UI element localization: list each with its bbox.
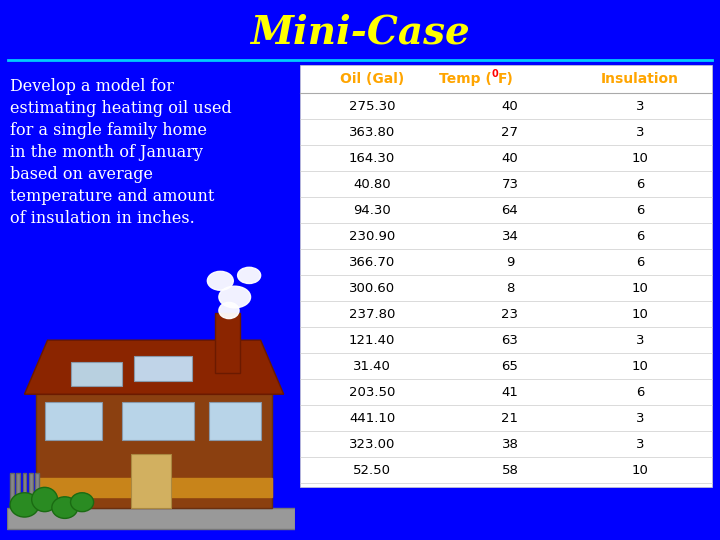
Text: 40.80: 40.80 [354,178,391,191]
Text: 10: 10 [631,281,649,294]
Text: 6: 6 [636,386,644,399]
Text: 441.10: 441.10 [349,411,395,424]
Text: 3: 3 [636,334,644,347]
Text: 203.50: 203.50 [348,386,395,399]
Text: 38: 38 [502,437,518,450]
Text: 10: 10 [631,360,649,373]
Ellipse shape [219,302,239,319]
Polygon shape [7,508,295,529]
Bar [71,362,122,386]
Text: 40: 40 [502,152,518,165]
Text: 10: 10 [631,152,649,165]
Text: 237.80: 237.80 [348,307,395,321]
Bar [122,402,194,440]
Bar [35,472,39,508]
Bar [10,472,14,508]
Text: 6: 6 [636,178,644,191]
Text: 121.40: 121.40 [348,334,395,347]
Text: 3: 3 [636,125,644,138]
Text: Oil (Gal): Oil (Gal) [340,72,404,86]
Text: Develop a model for: Develop a model for [10,78,174,95]
Ellipse shape [238,267,261,284]
Text: of insulation in inches.: of insulation in inches. [10,210,194,227]
Text: 34: 34 [502,230,518,242]
Text: 6: 6 [636,255,644,268]
Ellipse shape [71,492,94,512]
Bar [29,472,33,508]
Text: estimating heating oil used: estimating heating oil used [10,100,232,117]
Text: 6: 6 [636,230,644,242]
Text: 164.30: 164.30 [349,152,395,165]
Text: 275.30: 275.30 [348,99,395,112]
Ellipse shape [32,487,58,512]
Text: 363.80: 363.80 [349,125,395,138]
Text: Mini-Case: Mini-Case [250,13,470,51]
Text: 58: 58 [502,463,518,476]
Bar [134,356,192,381]
Text: based on average: based on average [10,166,153,183]
Bar [17,472,20,508]
Text: 63: 63 [502,334,518,347]
Text: 23: 23 [502,307,518,321]
Text: Insulation: Insulation [601,72,679,86]
Bar [300,65,712,487]
Text: 27: 27 [502,125,518,138]
Ellipse shape [10,492,39,517]
Text: 21: 21 [502,411,518,424]
Text: 64: 64 [502,204,518,217]
Text: for a single family home: for a single family home [10,122,207,139]
Text: 52.50: 52.50 [353,463,391,476]
Ellipse shape [207,271,233,291]
Bar [45,402,102,440]
Text: 8: 8 [506,281,514,294]
Text: Temp (: Temp ( [439,72,492,86]
Text: 94.30: 94.30 [353,204,391,217]
Bar [23,472,27,508]
Polygon shape [24,340,284,394]
Polygon shape [36,394,272,508]
Text: 323.00: 323.00 [348,437,395,450]
Text: 41: 41 [502,386,518,399]
Text: 65: 65 [502,360,518,373]
Text: 0: 0 [492,69,499,79]
Text: in the month of January: in the month of January [10,144,203,161]
Text: 3: 3 [636,411,644,424]
Text: 366.70: 366.70 [349,255,395,268]
Text: 10: 10 [631,307,649,321]
Text: temperature and amount: temperature and amount [10,188,215,205]
Text: 3: 3 [636,99,644,112]
Text: 31.40: 31.40 [353,360,391,373]
Bar [36,478,272,497]
Text: 230.90: 230.90 [349,230,395,242]
Ellipse shape [219,286,251,308]
Bar [209,402,261,440]
Ellipse shape [52,497,78,518]
Text: 3: 3 [636,437,644,450]
Text: 73: 73 [502,178,518,191]
Text: 9: 9 [506,255,514,268]
Text: 6: 6 [636,204,644,217]
Bar [131,454,171,508]
Text: F): F) [498,72,514,86]
Bar [215,313,240,373]
Text: 300.60: 300.60 [349,281,395,294]
Text: 40: 40 [502,99,518,112]
Text: 10: 10 [631,463,649,476]
